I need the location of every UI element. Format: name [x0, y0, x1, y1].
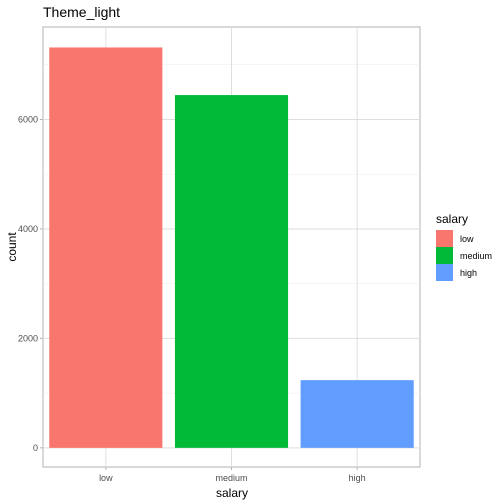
chart-title: Theme_light	[43, 4, 120, 20]
y-tick-label: 6000	[18, 114, 38, 124]
legend-key-high	[436, 264, 453, 281]
y-axis-title: count	[5, 232, 19, 262]
bar-medium	[174, 95, 289, 448]
bar-low	[49, 47, 163, 448]
legend-title: salary	[436, 212, 468, 226]
x-axis-ticks: low medium high	[99, 467, 366, 483]
y-axis-ticks: 0 2000 4000 6000	[18, 114, 43, 453]
legend-label-medium: medium	[460, 251, 492, 261]
bars	[49, 47, 414, 448]
legend-key-medium	[436, 247, 453, 264]
bar-high	[300, 380, 414, 448]
x-tick-label: low	[99, 473, 113, 483]
legend-label-high: high	[460, 268, 477, 278]
y-tick-label: 2000	[18, 333, 38, 343]
x-tick-label: medium	[215, 473, 247, 483]
x-axis-title: salary	[216, 486, 248, 500]
y-tick-label: 4000	[18, 224, 38, 234]
legend-label-low: low	[460, 234, 474, 244]
legend-key-low	[436, 230, 453, 247]
y-tick-label: 0	[33, 443, 38, 453]
legend: salary low medium high	[436, 212, 492, 281]
x-tick-label: high	[349, 473, 366, 483]
